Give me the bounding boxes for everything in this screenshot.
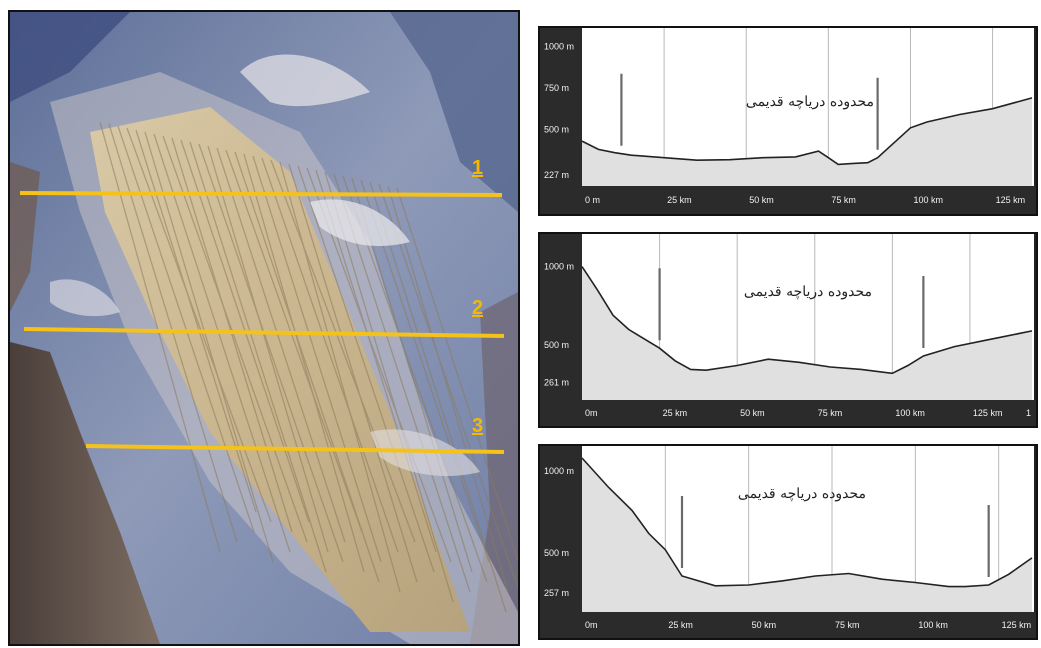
elevation-profile-2: محدوده دریاچه قدیمی 1000 m 500 m 261 m 0m 25 … <box>538 232 1038 428</box>
x-tick-label: 100 km <box>918 620 948 630</box>
elevation-area <box>582 458 1032 612</box>
transect-line-3 <box>85 444 505 454</box>
x-tick-label: 75 km <box>835 620 860 630</box>
elevation-profile-3: محدوده دریاچه قدیمی 1000 m 500 m 257 m 0m 25 … <box>538 444 1038 640</box>
x-tick-label: 75 km <box>831 195 856 205</box>
x-axis-band <box>540 400 1036 426</box>
x-tick-label: 125 km <box>996 195 1026 205</box>
satellite-map: 1 2 3 <box>10 12 518 644</box>
elevation-line <box>581 457 1033 588</box>
profile-chart-1: محدوده دریاچه قدیمی 1000 m 750 m 500 m 227 m… <box>540 28 1036 214</box>
y-tick-label: 227 m <box>544 170 569 180</box>
x-tick-label: 100 km <box>913 195 943 205</box>
y-tick-label: 750 m <box>544 83 569 93</box>
elevation-line <box>581 97 1033 166</box>
x-tick-label: 50 km <box>740 408 765 418</box>
y-axis-band <box>540 234 582 426</box>
profile-chart-2: محدوده دریاچه قدیمی 1000 m 500 m 261 m 0m 25 … <box>540 234 1036 426</box>
y-tick-label: 261 m <box>544 378 569 388</box>
x-tick-label: 75 km <box>818 408 843 418</box>
elevation-area <box>582 97 1032 186</box>
lake-area-annotation: محدوده دریاچه قدیمی <box>744 284 872 300</box>
satellite-image: 1 2 3 <box>8 10 520 646</box>
y-axis-band <box>540 446 582 638</box>
lake-area-annotation: محدوده دریاچه قدیمی <box>738 486 866 502</box>
y-axis-band <box>540 28 582 214</box>
x-tick-label: 125 km <box>973 408 1003 418</box>
x-tick-label: 0m <box>585 620 598 630</box>
y-tick-label: 1000 m <box>544 466 574 476</box>
x-tick-label: 25 km <box>668 620 693 630</box>
y-tick-label: 500 m <box>544 124 569 134</box>
x-axis-band <box>540 186 1036 214</box>
x-tick-label: 0 m <box>585 195 600 205</box>
transect-lines: 1 2 3 <box>19 157 505 454</box>
x-axis-band <box>540 612 1036 638</box>
lake-area-annotation: محدوده دریاچه قدیمی <box>746 94 874 110</box>
x-tick-label: 50 km <box>752 620 777 630</box>
elevation-line <box>581 266 1033 375</box>
y-tick-label: 1000 m <box>544 41 574 51</box>
x-tick-label: 125 km <box>1002 620 1032 630</box>
elevation-profile-1: محدوده دریاچه قدیمی 1000 m 750 m 500 m 227 m… <box>538 26 1038 216</box>
x-tick-label: 25 km <box>667 195 692 205</box>
dune-streaks <box>99 121 518 613</box>
x-tick-label: 25 km <box>663 408 688 418</box>
y-tick-label: 257 m <box>544 588 569 598</box>
profile-chart-3: محدوده دریاچه قدیمی 1000 m 500 m 257 m 0m 25 … <box>540 446 1036 638</box>
y-tick-label: 500 m <box>544 548 569 558</box>
y-tick-label: 500 m <box>544 340 569 350</box>
x-tick-label: 1 <box>1026 408 1031 418</box>
elevation-area <box>582 266 1032 400</box>
x-tick-label: 0m <box>585 408 598 418</box>
transect-label-3: 3 <box>472 415 483 437</box>
transect-line-1 <box>19 191 503 197</box>
y-tick-label: 1000 m <box>544 262 574 272</box>
mountain-range <box>10 342 160 644</box>
transect-label-1: 1 <box>472 157 483 179</box>
transect-label-2: 2 <box>472 297 483 319</box>
transect-line-2 <box>23 327 505 338</box>
x-tick-label: 50 km <box>749 195 774 205</box>
x-tick-label: 100 km <box>895 408 925 418</box>
